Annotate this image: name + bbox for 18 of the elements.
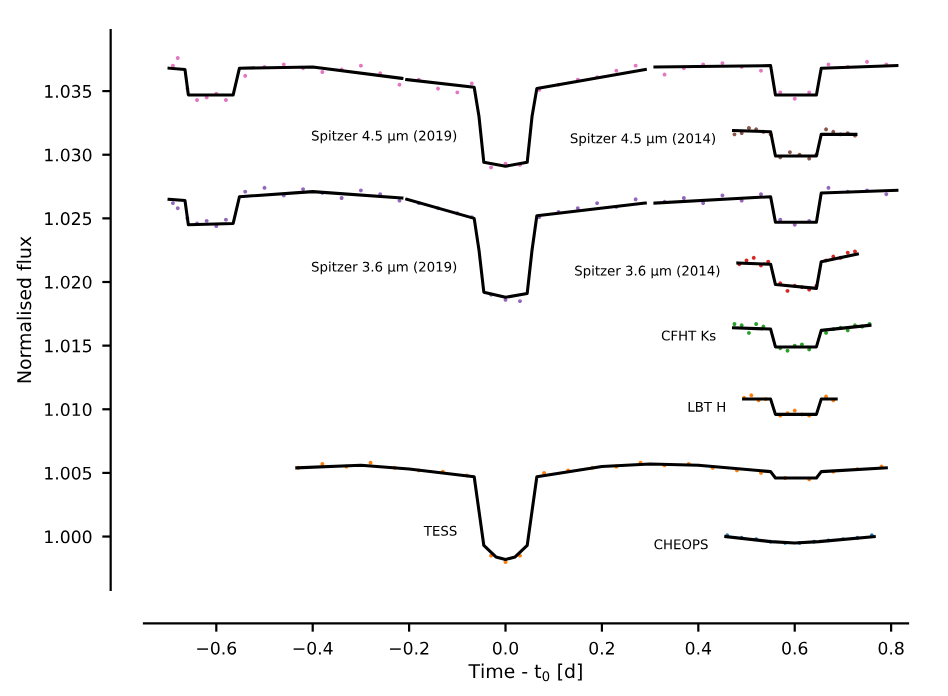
x-axis-title: Time - t$_{0}$ [d] (468, 663, 582, 682)
y-tick-label: 1.015 (45, 339, 92, 353)
y-tick-label: 1.020 (45, 275, 92, 289)
y-tick-label: 1.000 (45, 530, 92, 544)
y-tick-label: 1.025 (45, 212, 92, 226)
y-axis-title: Normalised flux (16, 236, 32, 383)
x-tick-label: 0.0 (492, 641, 519, 655)
x-tick-label: 0.6 (782, 641, 808, 655)
x-tick-label: −0.4 (293, 641, 333, 655)
x-tick-label: 0.8 (878, 641, 904, 655)
x-tick-label: −0.6 (197, 641, 237, 655)
y-tick-label: 1.010 (45, 403, 92, 417)
x-tick-label: 0.4 (685, 641, 712, 655)
y-tick-label: 1.030 (45, 148, 92, 162)
x-tick-label: −0.2 (390, 641, 429, 655)
y-tick-label: 1.005 (45, 466, 92, 480)
x-tick-label: 0.2 (589, 641, 614, 655)
y-tick-label: 1.035 (45, 84, 92, 98)
